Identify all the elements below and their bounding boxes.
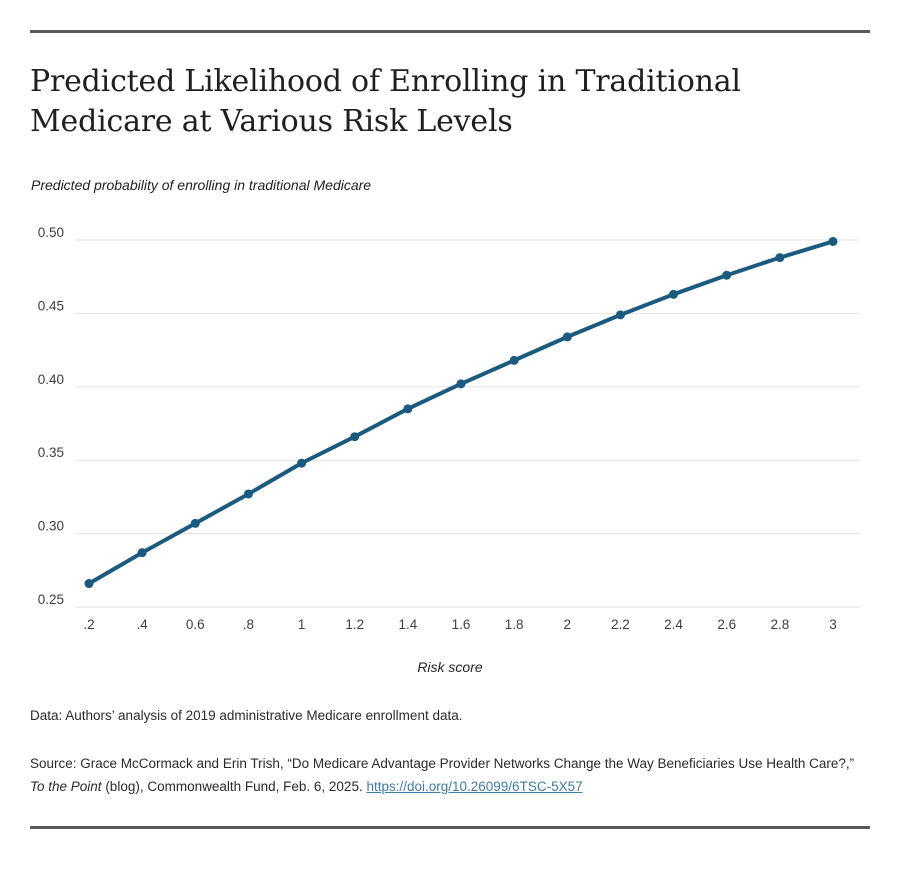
data-point (562, 332, 572, 342)
x-axis-title: Risk score (417, 659, 483, 675)
y-tick-label: 0.40 (38, 372, 64, 387)
y-tick-label: 0.25 (38, 592, 64, 607)
data-point (509, 355, 519, 365)
x-tick-label: 2.2 (611, 617, 630, 632)
x-tick-label: 1 (298, 617, 306, 632)
data-point (297, 458, 307, 468)
data-point (137, 548, 147, 558)
y-tick-label: 0.35 (38, 445, 64, 460)
data-point (775, 253, 785, 263)
x-tick-label: 3 (829, 617, 837, 632)
data-point (828, 236, 838, 246)
data-point (722, 270, 732, 280)
data-point (243, 489, 253, 499)
x-tick-label: 1.8 (505, 617, 524, 632)
line-chart: 0.25 0.30 0.35 0.40 0.45 0.50 .2 .4 0.6 .8 1 1.2 1.4… (38, 225, 860, 632)
data-point (615, 310, 625, 320)
x-tick-label: .8 (243, 617, 254, 632)
x-tick-label: .4 (137, 617, 149, 632)
y-tick-label: 0.45 (38, 298, 64, 313)
data-note: Data: Authors’ analysis of 2019 administ… (30, 708, 463, 723)
top-divider (30, 30, 870, 33)
y-axis-title: Predicted probability of enrolling in tr… (31, 177, 372, 193)
data-point (84, 579, 94, 589)
data-point (403, 404, 413, 414)
x-tick-label: 2 (564, 617, 572, 632)
data-point (456, 379, 466, 389)
x-tick-label: 1.2 (345, 617, 364, 632)
source-line-1: Source: Grace McCormack and Erin Trish, … (30, 756, 855, 771)
source-line-2-text: (blog), Commonwealth Fund, Feb. 6, 2025. (101, 779, 367, 794)
bottom-divider (30, 826, 870, 829)
data-point (669, 289, 679, 299)
blog-title-italic: To the Point (30, 779, 102, 794)
x-tick-label: .2 (83, 617, 94, 632)
x-tick-label: 2.6 (717, 617, 736, 632)
y-tick-label: 0.30 (38, 519, 64, 534)
series-line (87, 239, 835, 586)
data-point (190, 518, 200, 528)
x-tick-label: 2.8 (770, 617, 789, 632)
x-tick-label: 1.6 (452, 617, 471, 632)
source-link[interactable]: https://doi.org/10.26099/6TSC-5X57 (366, 779, 583, 794)
source-line-2: To the Point (blog), Commonwealth Fund, … (30, 775, 880, 798)
x-tick-label: 2.4 (664, 617, 683, 632)
x-tick-label: 1.4 (398, 617, 417, 632)
data-point (350, 432, 360, 442)
y-tick-label: 0.50 (38, 225, 64, 240)
source-note: Source: Grace McCormack and Erin Trish, … (30, 752, 880, 798)
page-title: Predicted Likelihood of Enrolling in Tra… (30, 64, 741, 139)
x-tick-label: 0.6 (186, 617, 205, 632)
